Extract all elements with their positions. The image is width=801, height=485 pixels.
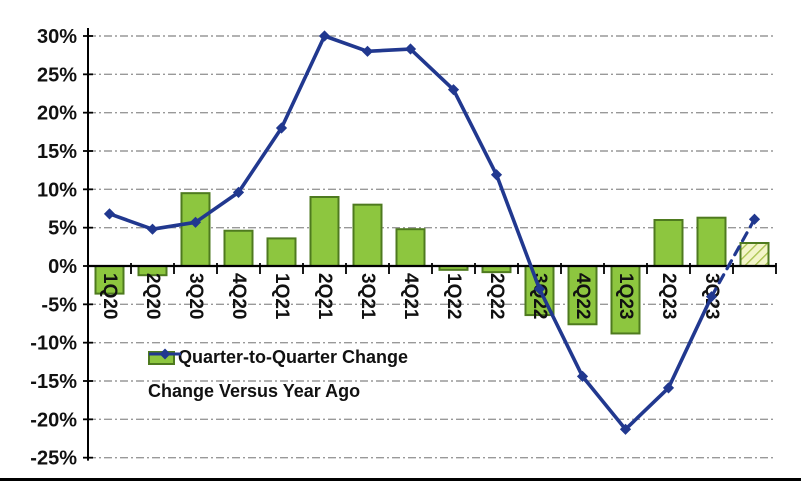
legend: Quarter-to-Quarter Change Change Versus … — [148, 347, 408, 402]
bar-2Q21 — [309, 196, 340, 267]
line-marker-2Q23 — [662, 382, 675, 394]
x-label-1Q21: 1Q21 — [271, 273, 292, 320]
x-label-2Q21: 2Q21 — [314, 273, 335, 320]
y-tick-label-5: 5% — [48, 218, 77, 240]
x-label-1Q23: 1Q23 — [615, 273, 636, 319]
y-tick-label--20: -20% — [30, 409, 77, 431]
bar-1Q21 — [266, 237, 297, 267]
x-label-4Q22: 4Q22 — [572, 273, 593, 319]
yoy-line-dashed-estimate — [709, 217, 757, 299]
y-tick-label-25: 25% — [37, 64, 77, 86]
bar-1Q23 — [610, 265, 641, 335]
bar-3Q20 — [180, 192, 211, 268]
x-label-2Q20: 2Q20 — [142, 273, 163, 319]
legend-item-bar: Quarter-to-Quarter Change — [148, 347, 408, 368]
line-marker-1Q22 — [447, 84, 460, 96]
line-marker-3Q22 — [533, 283, 546, 295]
y-tick-label--10: -10% — [30, 333, 77, 355]
line-marker-3Q21 — [361, 45, 374, 57]
y-tick-label-20: 20% — [37, 103, 77, 125]
bar-4Q20 — [223, 229, 254, 268]
x-label-4Q21: 4Q21 — [400, 273, 421, 320]
y-tick-label-10: 10% — [37, 179, 77, 201]
legend-label-bar: Quarter-to-Quarter Change — [178, 347, 409, 367]
line-marker-4Q21 — [404, 43, 417, 55]
y-tick-label-15: 15% — [37, 141, 77, 163]
x-label-3Q22: 3Q22 — [529, 273, 550, 319]
x-label-2Q22: 2Q22 — [486, 273, 507, 319]
bar-3Q21 — [352, 203, 383, 268]
bar-2Q23 — [653, 219, 684, 267]
x-label-3Q21: 3Q21 — [357, 273, 378, 320]
y-tick-label--25: -25% — [30, 448, 77, 470]
line-marker-3Q20 — [189, 216, 202, 228]
x-label-2Q23: 2Q23 — [658, 273, 679, 319]
y-tick-label-30: 30% — [37, 26, 77, 48]
bar-3Q23 — [696, 216, 727, 267]
y-tick-label--5: -5% — [41, 294, 77, 316]
line-series-swatch — [149, 348, 181, 360]
legend-diamond-icon — [159, 348, 171, 360]
x-label-1Q20: 1Q20 — [99, 273, 120, 319]
line-marker-1Q20 — [103, 208, 116, 220]
y-tick-label--15: -15% — [30, 371, 77, 393]
line-marker-estimate — [748, 213, 761, 225]
y-tick-label-0: 0% — [48, 256, 77, 278]
bar-4Q21 — [395, 228, 426, 267]
bar-estimate — [739, 242, 770, 267]
line-marker-1Q23 — [619, 423, 632, 435]
x-label-4Q20: 4Q20 — [228, 273, 249, 319]
line-marker-4Q22 — [576, 370, 589, 382]
line-marker-2Q22 — [490, 169, 503, 181]
line-marker-2Q21 — [318, 30, 331, 42]
line-marker-2Q20 — [146, 223, 159, 235]
line-marker-4Q20 — [232, 186, 245, 198]
legend-item-line: Change Versus Year Ago — [148, 348, 408, 402]
legend-label-line: Change Versus Year Ago — [148, 381, 361, 401]
line-marker-1Q21 — [275, 122, 288, 134]
x-label-1Q22: 1Q22 — [443, 273, 464, 319]
x-label-3Q20: 3Q20 — [185, 273, 206, 319]
bottom-border-rule — [0, 478, 801, 481]
line-marker-3Q23 — [705, 291, 718, 303]
